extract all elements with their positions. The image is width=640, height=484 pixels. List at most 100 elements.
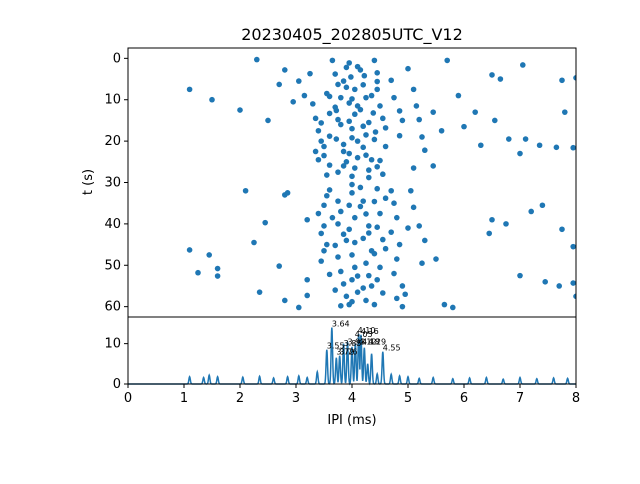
- raster-point: [349, 252, 355, 258]
- raster-point: [371, 301, 378, 308]
- raster-point: [374, 224, 381, 230]
- raster-point: [368, 92, 375, 99]
- raster-point: [444, 57, 451, 64]
- raster-point: [349, 190, 355, 196]
- raster-point: [391, 94, 397, 101]
- raster-point: [366, 230, 372, 236]
- raster-point: [346, 150, 353, 157]
- raster-point: [346, 100, 353, 106]
- raster-point: [441, 301, 448, 308]
- raster-point: [332, 242, 339, 249]
- raster-point: [377, 210, 383, 217]
- histogram-x-tick-label: 4: [348, 391, 356, 406]
- raster-point: [394, 214, 400, 221]
- raster-point: [304, 216, 311, 223]
- peak-label: 4.05: [355, 330, 373, 339]
- raster-point: [360, 285, 367, 291]
- raster-point: [396, 241, 403, 248]
- raster-point: [503, 221, 509, 227]
- raster-point: [396, 132, 403, 139]
- peak-label: 3.93: [348, 338, 366, 347]
- raster-point: [430, 109, 437, 115]
- peak-label: 3.55: [327, 342, 345, 351]
- raster-point: [335, 169, 341, 175]
- raster-point: [374, 70, 381, 76]
- raster-point: [324, 192, 330, 199]
- raster-point: [562, 109, 568, 115]
- raster-point: [391, 270, 397, 277]
- histogram-axes: 0 1 2 3 4 5 6 7 8 0 10: [104, 316, 580, 406]
- raster-point: [321, 152, 327, 159]
- raster-point: [195, 269, 201, 276]
- raster-point: [318, 230, 325, 237]
- raster-point: [343, 237, 350, 244]
- raster-point: [377, 264, 383, 271]
- raster-point: [265, 117, 271, 124]
- raster-point: [343, 293, 350, 300]
- raster-point: [363, 260, 369, 267]
- raster-point: [360, 82, 367, 88]
- histogram-x-tick-label: 8: [572, 391, 580, 406]
- raster-point: [380, 236, 386, 243]
- raster-point: [354, 154, 361, 161]
- raster-point: [573, 74, 576, 81]
- raster-point: [410, 204, 417, 211]
- raster-point: [377, 103, 383, 109]
- raster-point: [357, 203, 364, 210]
- raster-y-tick-label: 30: [104, 176, 121, 191]
- raster-y-tick-label: 0: [113, 51, 121, 66]
- raster-point: [301, 92, 308, 99]
- raster-point: [326, 271, 333, 278]
- raster-y-tick-label: 20: [104, 134, 121, 149]
- raster-point: [371, 136, 378, 143]
- raster-point: [370, 110, 377, 116]
- raster-point: [570, 280, 576, 286]
- raster-point: [478, 142, 484, 149]
- raster-point: [209, 96, 215, 103]
- raster-point: [340, 231, 347, 238]
- raster-point: [374, 86, 381, 93]
- raster-point: [284, 190, 291, 196]
- raster-point: [186, 86, 193, 93]
- raster-point: [349, 276, 355, 283]
- raster-point: [391, 200, 397, 206]
- raster-point: [237, 107, 243, 113]
- raster-point: [338, 121, 344, 128]
- raster-point: [343, 84, 350, 91]
- raster-point: [382, 125, 389, 131]
- histogram-x-tick-label: 7: [516, 391, 524, 406]
- raster-y-label: t (s): [81, 169, 96, 195]
- raster-point: [536, 142, 543, 149]
- raster-point: [388, 229, 395, 235]
- histogram-x-tick-label: 3: [292, 391, 300, 406]
- raster-point: [352, 111, 358, 118]
- raster-point: [394, 295, 400, 302]
- raster-point: [489, 216, 495, 223]
- raster-point: [368, 156, 375, 163]
- raster-point: [559, 226, 565, 233]
- raster-point: [282, 297, 288, 304]
- raster-point: [343, 64, 350, 71]
- raster-point: [321, 247, 327, 254]
- raster-point: [380, 290, 386, 296]
- raster-point: [361, 72, 368, 79]
- raster-point: [312, 148, 319, 155]
- raster-point: [307, 70, 313, 77]
- raster-point: [315, 127, 322, 134]
- raster-point: [206, 252, 212, 258]
- raster-point: [349, 125, 355, 132]
- raster-point: [354, 138, 361, 144]
- raster-point: [388, 187, 395, 194]
- raster-point: [410, 86, 417, 93]
- raster-point: [352, 264, 358, 271]
- raster-point: [366, 119, 372, 126]
- raster-point: [340, 148, 347, 155]
- raster-point: [394, 256, 400, 262]
- raster-point: [570, 243, 576, 250]
- raster-point: [422, 237, 428, 244]
- peak-label: 3.76: [340, 348, 358, 357]
- histogram-x-tick-label: 6: [460, 391, 468, 406]
- raster-point: [326, 162, 333, 168]
- raster-point: [422, 147, 428, 154]
- peak-label: 4.18: [362, 338, 380, 347]
